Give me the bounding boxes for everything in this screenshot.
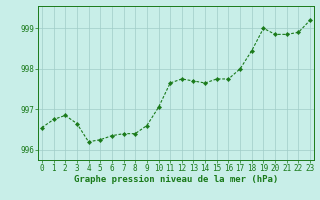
X-axis label: Graphe pression niveau de la mer (hPa): Graphe pression niveau de la mer (hPa): [74, 175, 278, 184]
